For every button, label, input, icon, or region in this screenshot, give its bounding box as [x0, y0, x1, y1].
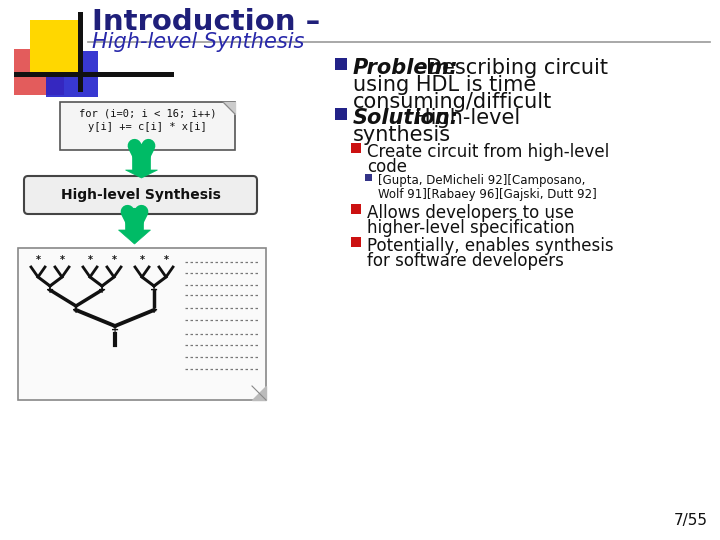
- Text: 7/55: 7/55: [674, 513, 708, 528]
- Text: Problem:: Problem:: [353, 58, 459, 78]
- Text: Potentially, enables synthesis: Potentially, enables synthesis: [367, 237, 613, 255]
- Text: *: *: [35, 255, 40, 265]
- Text: *: *: [140, 255, 145, 265]
- FancyBboxPatch shape: [18, 248, 266, 400]
- Text: *: *: [60, 255, 65, 265]
- FancyBboxPatch shape: [335, 58, 347, 70]
- FancyBboxPatch shape: [78, 12, 83, 92]
- FancyBboxPatch shape: [351, 204, 361, 214]
- Text: synthesis: synthesis: [353, 125, 451, 145]
- Text: *: *: [88, 255, 92, 265]
- Text: +: +: [46, 285, 54, 295]
- Text: Allows developers to use: Allows developers to use: [367, 204, 574, 222]
- Text: for (i=0; i < 16; i++): for (i=0; i < 16; i++): [78, 108, 216, 118]
- Text: High-level Synthesis: High-level Synthesis: [60, 188, 220, 202]
- Text: +: +: [150, 305, 158, 315]
- FancyBboxPatch shape: [14, 49, 64, 95]
- Text: +: +: [111, 325, 119, 335]
- Text: *: *: [112, 255, 117, 265]
- FancyBboxPatch shape: [24, 176, 257, 214]
- Text: [Gupta, DeMicheli 92][Camposano,: [Gupta, DeMicheli 92][Camposano,: [378, 174, 585, 187]
- FancyBboxPatch shape: [351, 237, 361, 247]
- Text: for software developers: for software developers: [367, 252, 564, 270]
- Text: Wolf 91][Rabaey 96][Gajski, Dutt 92]: Wolf 91][Rabaey 96][Gajski, Dutt 92]: [378, 188, 597, 201]
- Polygon shape: [125, 152, 158, 178]
- Text: +: +: [98, 285, 106, 295]
- Text: higher-level specification: higher-level specification: [367, 219, 575, 237]
- Text: y[i] += c[i] * x[i]: y[i] += c[i] * x[i]: [88, 122, 207, 132]
- FancyBboxPatch shape: [60, 102, 235, 150]
- Text: Create circuit from high-level: Create circuit from high-level: [367, 143, 609, 161]
- Polygon shape: [223, 102, 235, 114]
- Text: Solution:: Solution:: [353, 108, 459, 128]
- FancyBboxPatch shape: [14, 72, 174, 77]
- Polygon shape: [252, 386, 266, 400]
- Text: code: code: [367, 158, 407, 176]
- Text: +: +: [150, 285, 158, 295]
- FancyBboxPatch shape: [351, 143, 361, 153]
- FancyBboxPatch shape: [46, 51, 98, 97]
- Text: High-level: High-level: [415, 108, 521, 128]
- Text: +: +: [72, 305, 80, 315]
- Text: *: *: [163, 255, 168, 265]
- Text: using HDL is time: using HDL is time: [353, 75, 536, 95]
- FancyBboxPatch shape: [30, 20, 82, 72]
- Text: consuming/difficult: consuming/difficult: [353, 92, 552, 112]
- Text: High-level Synthesis: High-level Synthesis: [92, 32, 305, 52]
- FancyBboxPatch shape: [335, 108, 347, 120]
- Polygon shape: [119, 212, 150, 244]
- FancyBboxPatch shape: [365, 174, 372, 181]
- Text: Describing circuit: Describing circuit: [426, 58, 608, 78]
- Text: Introduction –: Introduction –: [92, 8, 320, 36]
